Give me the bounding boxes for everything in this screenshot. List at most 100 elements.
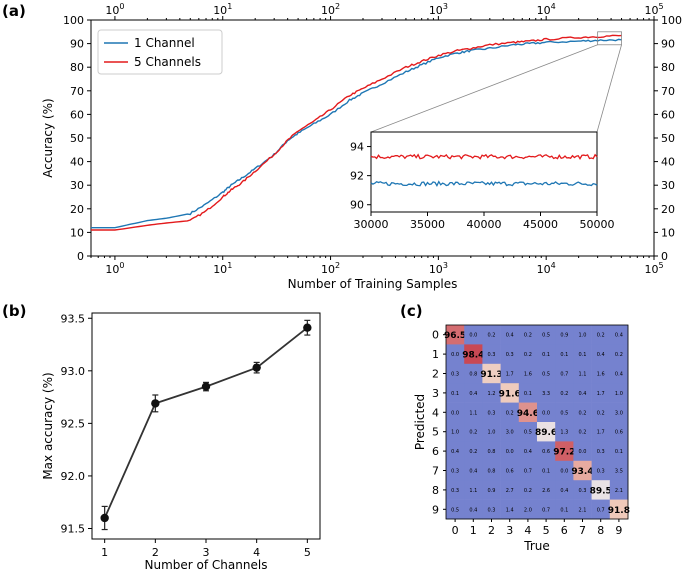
- matrix-cell-value: 0.6: [542, 449, 550, 455]
- matrix-cell: [537, 383, 556, 403]
- matrix-cell-value: 0.4: [579, 391, 587, 397]
- x-tick-label: 2: [488, 524, 495, 537]
- x-tick-label-top: 102: [321, 2, 340, 17]
- matrix-cell-value: 0.2: [615, 352, 623, 358]
- matrix-cell-value: 0.4: [560, 488, 568, 494]
- matrix-cell: [500, 499, 520, 520]
- matrix-cell: [464, 344, 483, 365]
- matrix-cell: [555, 422, 574, 442]
- x-tick-label-top: 103: [429, 2, 448, 17]
- matrix-cell: [464, 363, 483, 384]
- zoom-connector-left: [370, 44, 598, 133]
- x-tick-label-bottom: 100: [105, 261, 124, 276]
- matrix-cell: [555, 344, 574, 365]
- legend-label-5-channels: 5 Channels: [134, 55, 201, 69]
- matrix-cell: [464, 325, 483, 345]
- matrix-cell: [591, 383, 611, 403]
- matrix-cell: [573, 460, 592, 481]
- matrix-cell: [609, 460, 629, 481]
- matrix-cell: [591, 344, 611, 365]
- y-tick-label: 7: [432, 465, 439, 478]
- y-tick-label: 0: [432, 329, 439, 342]
- y-tick-label: 4: [432, 406, 439, 419]
- inset-y-tick-label: 94: [350, 141, 364, 154]
- matrix-cell-value: 0.0: [506, 449, 514, 455]
- y-tick-label-right: 0: [661, 250, 668, 263]
- matrix-cell-value: 1.0: [615, 391, 623, 397]
- matrix-cell: [609, 363, 629, 384]
- matrix-cell-value: 91.8: [608, 506, 630, 516]
- matrix-cell: [446, 422, 465, 442]
- matrix-cell-value: 0.5: [542, 333, 550, 339]
- matrix-cell: [591, 499, 611, 520]
- x-tick-label-bottom: 104: [537, 261, 556, 276]
- x-tick-label: 1: [470, 524, 477, 537]
- matrix-cell-value: 2.0: [524, 507, 532, 513]
- matrix-cell-value: 3.5: [615, 469, 623, 475]
- matrix-cell-value: 96.5: [444, 331, 466, 341]
- y-tick-label: 92.5: [61, 417, 86, 430]
- matrix-cell: [518, 325, 538, 345]
- y-tick-label-left: 10: [70, 226, 84, 239]
- matrix-cell-value: 0.2: [597, 333, 605, 339]
- data-point: [201, 382, 211, 391]
- matrix-cell: [500, 480, 520, 500]
- matrix-cell-value: 0.2: [469, 449, 477, 455]
- matrix-cell-value: 0.5: [560, 410, 568, 416]
- y-tick-label: 2: [432, 368, 439, 381]
- matrix-cell: [500, 383, 520, 403]
- matrix-cell: [555, 325, 574, 345]
- matrix-cell-value: 0.7: [542, 507, 550, 513]
- matrix-cell-value: 0.2: [506, 410, 514, 416]
- inset-y-tick-label: 92: [350, 170, 364, 183]
- matrix-cell-value: 0.3: [488, 352, 496, 358]
- matrix-cell-value: 0.5: [451, 507, 459, 513]
- matrix-cell: [609, 402, 629, 423]
- matrix-cell-value: 0.3: [506, 352, 514, 358]
- matrix-cell-value: 0.4: [469, 507, 477, 513]
- matrix-cell-value: 0.4: [615, 372, 623, 378]
- matrix-cell: [446, 499, 465, 520]
- matrix-cell: [537, 480, 556, 500]
- matrix-cell: [518, 460, 538, 481]
- matrix-cell: [555, 441, 574, 462]
- matrix-cell: [482, 499, 501, 520]
- matrix-cell: [609, 383, 629, 403]
- matrix-cell: [537, 325, 556, 345]
- matrix-cell-value: 1.1: [469, 410, 477, 416]
- matrix-cell-value: 0.2: [524, 352, 532, 358]
- y-tick-label-right: 30: [661, 179, 675, 192]
- x-tick-label: 5: [543, 524, 550, 537]
- x-tick-label-top: 100: [105, 2, 124, 17]
- matrix-cell-value: 1.7: [506, 372, 514, 378]
- inset-series-1-channel: [370, 180, 598, 187]
- matrix-cell: [500, 422, 520, 442]
- x-tick-label: 0: [452, 524, 459, 537]
- matrix-cell: [555, 480, 574, 500]
- matrix-cell: [518, 402, 538, 423]
- matrix-cell-value: 0.3: [451, 488, 459, 494]
- matrix-cell: [537, 402, 556, 423]
- matrix-cell-value: 0.8: [469, 372, 477, 378]
- matrix-cell: [591, 402, 611, 423]
- matrix-cell-value: 0.9: [560, 333, 568, 339]
- y-axis-label: Max accuracy (%): [41, 372, 55, 479]
- data-point: [303, 323, 312, 332]
- x-tick-label-top: 105: [644, 2, 663, 17]
- matrix-cell-value: 1.2: [488, 391, 496, 397]
- matrix-cell: [482, 422, 501, 442]
- matrix-cell: [609, 344, 629, 365]
- y-tick-label-left: 100: [63, 14, 84, 27]
- matrix-cell-value: 0.3: [597, 449, 605, 455]
- matrix-cell: [537, 344, 556, 365]
- x-tick-label-bottom: 105: [644, 261, 663, 276]
- y-tick-label-left: 30: [70, 179, 84, 192]
- y-tick-label-right: 80: [661, 61, 675, 74]
- matrix-cell-value: 0.1: [560, 352, 568, 358]
- matrix-cell: [482, 402, 501, 423]
- matrix-cell-value: 0.8: [488, 469, 496, 475]
- matrix-cell: [482, 441, 501, 462]
- matrix-cell: [609, 499, 629, 520]
- x-tick-label-bottom: 102: [321, 261, 340, 276]
- matrix-cell: [482, 383, 501, 403]
